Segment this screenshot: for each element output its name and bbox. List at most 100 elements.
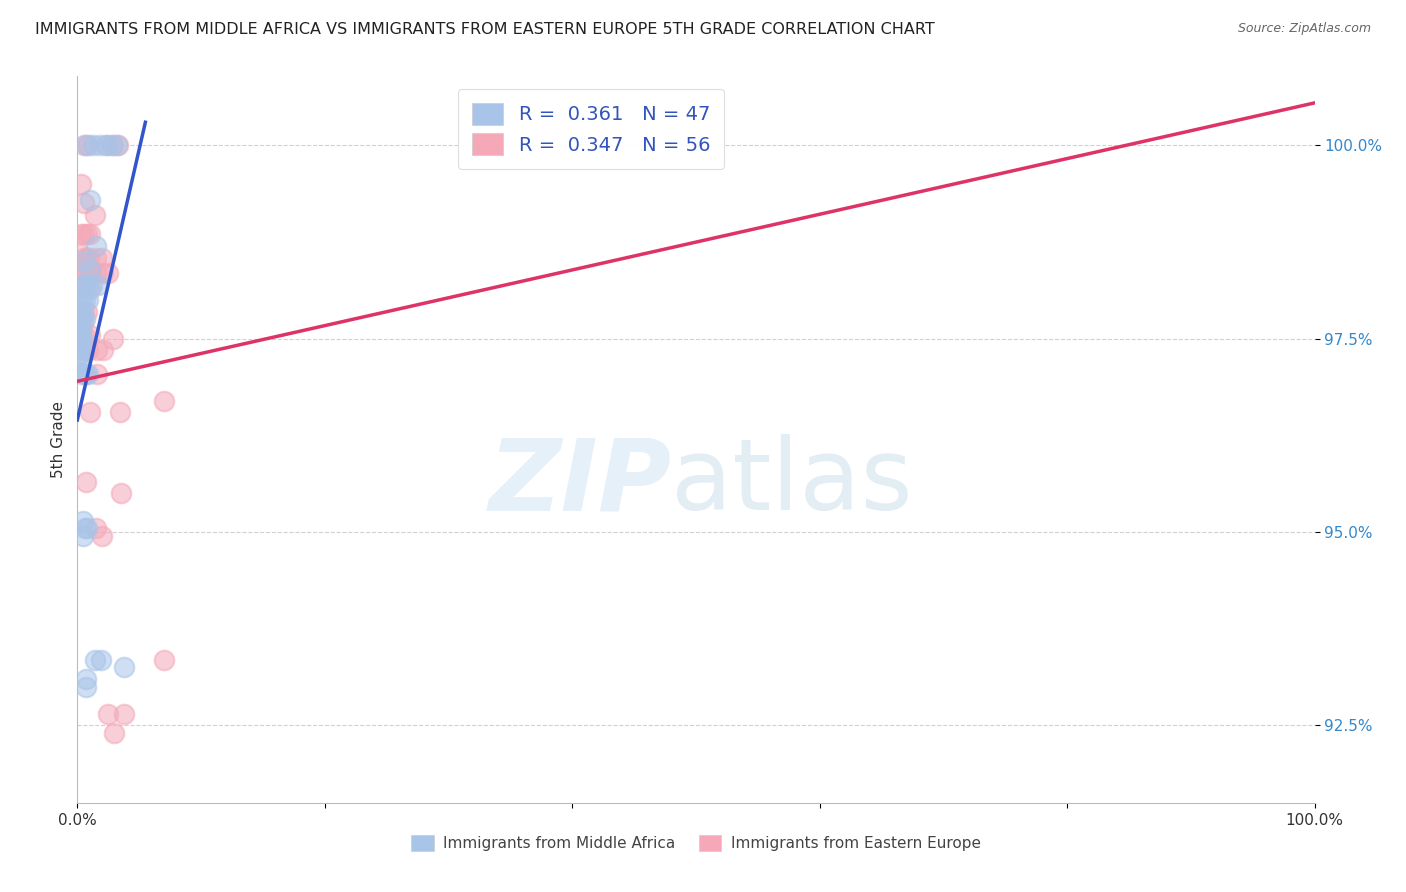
- Point: [86, 343, 108, 358]
- Point: [69, 304, 91, 318]
- Point: [69, 266, 91, 280]
- Point: [72, 367, 94, 381]
- Point: [82, 277, 104, 292]
- Point: [75, 475, 97, 489]
- Point: [67, 339, 90, 353]
- Point: [69, 281, 91, 295]
- Point: [90, 653, 112, 667]
- Point: [77, 277, 100, 292]
- Point: [70, 304, 93, 318]
- Point: [73, 277, 96, 292]
- Point: [72, 332, 94, 346]
- Point: [84, 266, 107, 280]
- Point: [108, 405, 131, 419]
- Point: [72, 316, 94, 330]
- Point: [101, 138, 124, 153]
- Point: [79, 405, 101, 419]
- Point: [84, 239, 107, 253]
- Point: [96, 138, 118, 153]
- Point: [70, 177, 93, 191]
- Point: [103, 332, 125, 346]
- Point: [89, 138, 111, 153]
- Point: [70, 227, 93, 242]
- Point: [72, 312, 94, 326]
- Point: [79, 327, 101, 342]
- Point: [72, 343, 94, 358]
- Point: [94, 138, 117, 153]
- Point: [73, 521, 96, 535]
- Point: [70, 324, 93, 338]
- Point: [72, 529, 94, 543]
- Point: [69, 293, 91, 307]
- Point: [72, 254, 94, 268]
- Point: [84, 251, 107, 265]
- Point: [76, 266, 98, 280]
- Point: [75, 251, 97, 265]
- Point: [75, 367, 97, 381]
- Point: [82, 138, 104, 153]
- Point: [91, 266, 114, 280]
- Point: [72, 304, 94, 318]
- Point: [77, 138, 100, 153]
- Point: [67, 332, 90, 346]
- Text: Source: ZipAtlas.com: Source: ZipAtlas.com: [1237, 22, 1371, 36]
- Point: [69, 347, 91, 361]
- Point: [72, 514, 94, 528]
- Text: atlas: atlas: [671, 434, 912, 532]
- Point: [69, 312, 91, 326]
- Point: [67, 304, 90, 318]
- Point: [73, 327, 96, 342]
- Point: [79, 281, 101, 295]
- Point: [112, 706, 135, 721]
- Point: [87, 277, 110, 292]
- Point: [72, 227, 94, 242]
- Point: [76, 343, 98, 358]
- Point: [110, 486, 132, 500]
- Point: [77, 251, 100, 265]
- Point: [77, 293, 100, 307]
- Point: [91, 343, 114, 358]
- Text: IMMIGRANTS FROM MIDDLE AFRICA VS IMMIGRANTS FROM EASTERN EUROPE 5TH GRADE CORREL: IMMIGRANTS FROM MIDDLE AFRICA VS IMMIGRA…: [35, 22, 935, 37]
- Legend: Immigrants from Middle Africa, Immigrants from Eastern Europe: Immigrants from Middle Africa, Immigrant…: [405, 829, 987, 857]
- Point: [83, 208, 105, 222]
- Point: [84, 521, 107, 535]
- Point: [97, 266, 120, 280]
- Point: [73, 312, 96, 326]
- Point: [70, 277, 93, 292]
- Point: [107, 138, 129, 153]
- Point: [153, 393, 176, 408]
- Point: [73, 367, 96, 381]
- Point: [72, 196, 94, 211]
- Point: [103, 138, 125, 153]
- Point: [76, 304, 98, 318]
- Point: [67, 347, 90, 361]
- Point: [103, 726, 125, 740]
- Point: [67, 355, 90, 369]
- Point: [69, 332, 91, 346]
- Point: [69, 316, 91, 330]
- Point: [72, 251, 94, 265]
- Point: [69, 339, 91, 353]
- Point: [75, 672, 97, 686]
- Point: [153, 653, 176, 667]
- Y-axis label: 5th Grade: 5th Grade: [51, 401, 66, 478]
- Point: [76, 521, 98, 535]
- Point: [91, 529, 114, 543]
- Point: [79, 227, 101, 242]
- Point: [69, 246, 91, 260]
- Point: [112, 660, 135, 674]
- Point: [72, 281, 94, 295]
- Point: [105, 138, 128, 153]
- Text: ZIP: ZIP: [488, 434, 671, 532]
- Point: [79, 193, 101, 207]
- Point: [70, 327, 93, 342]
- Point: [80, 266, 103, 280]
- Point: [83, 653, 105, 667]
- Point: [75, 680, 97, 694]
- Point: [72, 266, 94, 280]
- Point: [75, 138, 97, 153]
- Point: [91, 251, 114, 265]
- Point: [86, 367, 108, 381]
- Point: [76, 227, 98, 242]
- Point: [73, 293, 96, 307]
